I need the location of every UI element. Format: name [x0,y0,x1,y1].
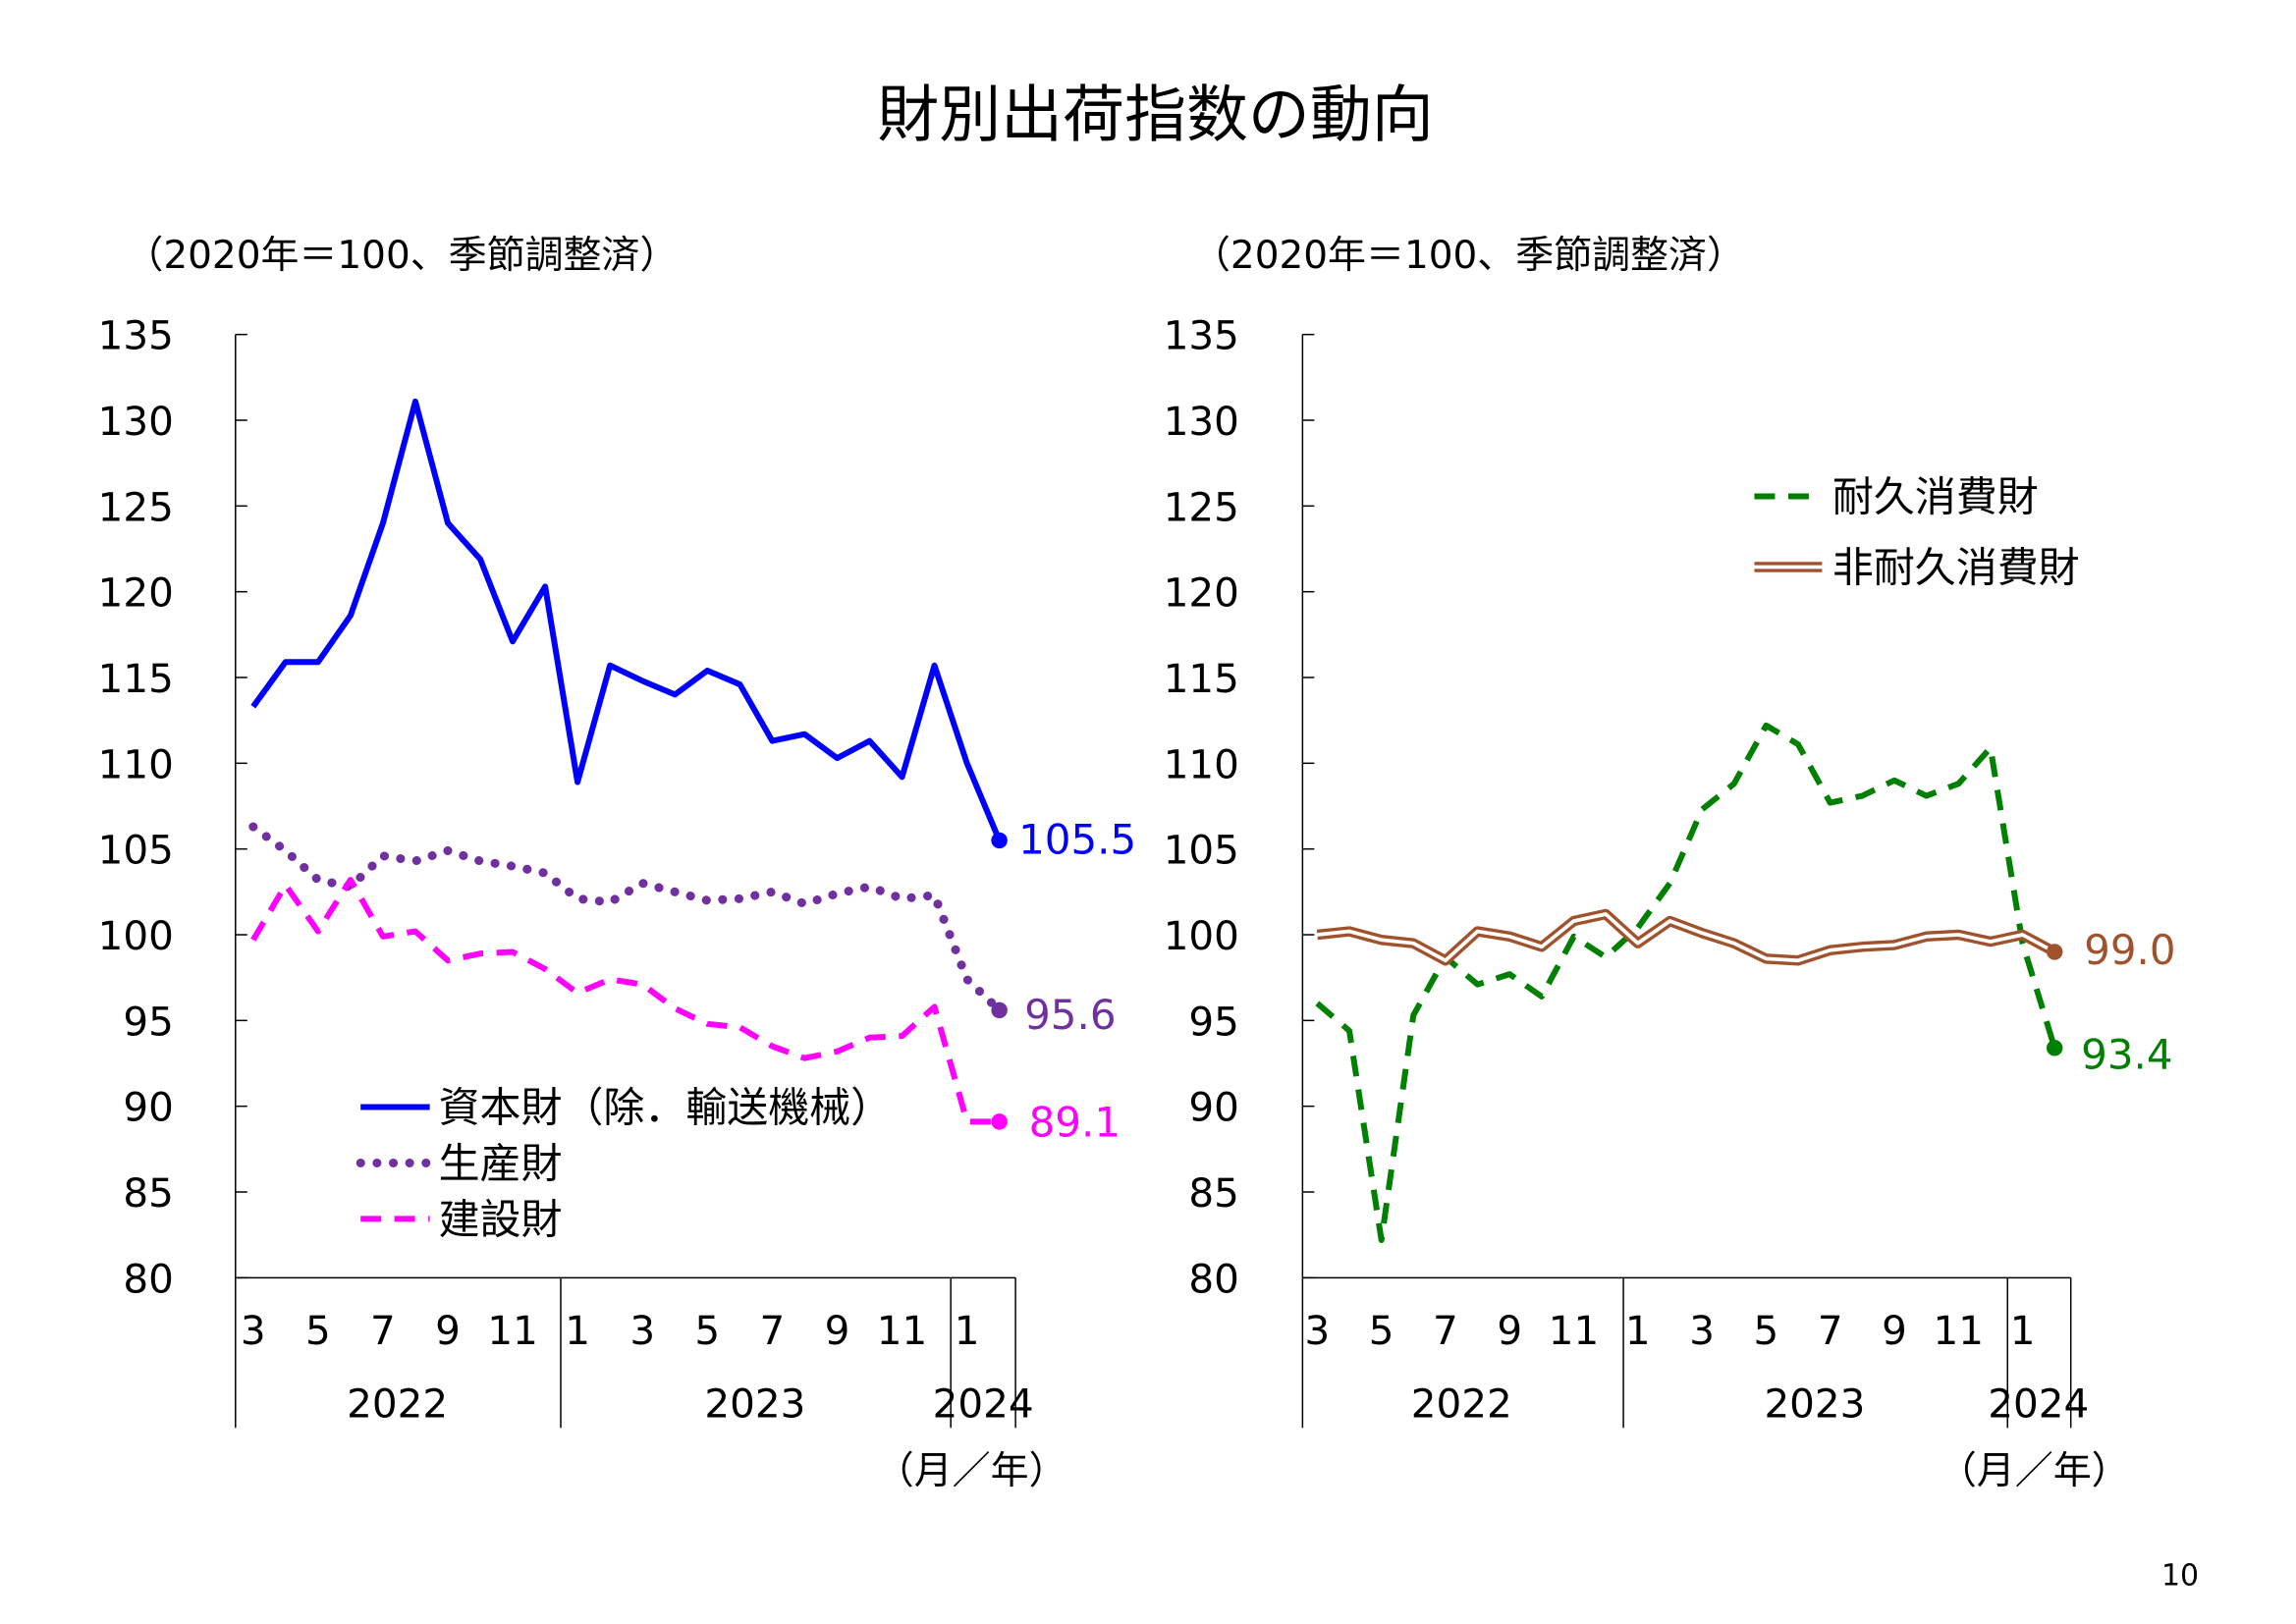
series-0-line [1315,722,2058,1243]
series-0-end-label: 93.4 [2081,1031,2172,1079]
y-tick-label: 105 [1164,827,1239,874]
y-tick-label: 135 [1164,312,1239,359]
x-tick-label: 1 [1625,1307,1651,1354]
y-tick-label: 115 [1164,655,1239,702]
legend-label: 非耐久消費財 [1832,543,2080,591]
series-1-line-inner [1317,912,2056,963]
y-tick-label: 100 [98,912,174,959]
series-2-end-label: 89.1 [1029,1098,1121,1146]
page-title: 財別出荷指数の動向 [877,79,1433,150]
series-1-end-label: 99.0 [2084,926,2175,974]
x-axis-unit-label: （月／年） [1939,1449,2130,1493]
y-tick-label: 125 [98,483,174,530]
year-label: 2023 [1764,1380,1865,1428]
legend-label: 資本財（除．輸送機械） [439,1083,892,1131]
x-axis-unit-label: （月／年） [876,1449,1067,1493]
x-tick-label: 3 [1689,1307,1715,1354]
y-tick-label: 85 [1188,1169,1238,1217]
series-1-end-marker [991,1001,1008,1019]
x-tick-label: 1 [955,1307,980,1354]
x-tick-label: 5 [694,1307,720,1354]
y-tick-label: 115 [98,655,174,702]
x-tick-label: 1 [565,1307,590,1354]
year-label: 2024 [1988,1380,2089,1428]
legend-label: 生産財 [439,1139,563,1187]
y-tick-label: 95 [1188,998,1238,1045]
x-tick-label: 11 [487,1307,537,1354]
x-tick-label: 3 [629,1307,655,1354]
y-tick-label: 125 [1164,483,1239,530]
capital-producer-construction-chart: （2020年＝100、季節調整済）80859095100105110115120… [98,234,1137,1493]
y-tick-label: 130 [1164,398,1239,445]
x-tick-label: 9 [1882,1307,1907,1354]
y-tick-label: 110 [1164,740,1239,787]
y-tick-label: 80 [123,1255,173,1302]
series-0-end-marker [2046,1040,2063,1056]
series-2-end-marker [991,1113,1008,1130]
legend-label: 建設財 [439,1195,563,1243]
consumer-goods-chart: （2020年＝100、季節調整済）80859095100105110115120… [1164,234,2176,1493]
x-tick-label: 5 [1754,1307,1779,1354]
y-tick-label: 110 [98,740,174,787]
series-1-end-marker [2046,944,2063,960]
x-tick-label: 3 [241,1307,266,1354]
y-tick-label: 120 [1164,569,1239,617]
y-tick-label: 80 [1188,1255,1238,1302]
y-tick-label: 130 [98,398,174,445]
year-label: 2022 [1411,1380,1512,1428]
y-tick-label: 85 [123,1169,173,1217]
x-tick-label: 9 [825,1307,850,1354]
x-tick-label: 3 [1304,1307,1330,1354]
x-tick-label: 11 [1934,1307,1984,1354]
x-tick-label: 11 [1549,1307,1599,1354]
y-tick-label: 105 [98,827,174,874]
x-tick-label: 11 [877,1307,927,1354]
series-1-end-label: 95.6 [1024,991,1116,1039]
y-tick-label: 95 [123,998,173,1045]
year-label: 2024 [933,1380,1034,1428]
series-2-line [250,877,1000,1125]
x-tick-label: 9 [435,1307,461,1354]
series-0-end-label: 105.5 [1018,816,1136,864]
x-tick-label: 7 [1433,1307,1458,1354]
series-0-end-marker [991,832,1008,849]
x-tick-label: 7 [759,1307,785,1354]
x-tick-label: 7 [1818,1307,1843,1354]
series-0-line [250,398,1003,842]
x-tick-label: 5 [1369,1307,1394,1354]
series-1-line [248,822,1005,1015]
y-tick-label: 120 [98,569,174,617]
y-tick-label: 90 [123,1084,173,1131]
page-number: 10 [2161,1559,2199,1594]
x-tick-label: 9 [1497,1307,1522,1354]
chart-subtitle: （2020年＝100、季節調整済） [1192,234,1745,278]
y-tick-label: 135 [98,312,174,359]
year-label: 2022 [347,1380,448,1428]
x-tick-label: 7 [370,1307,396,1354]
year-label: 2023 [704,1380,805,1428]
chart-subtitle: （2020年＝100、季節調整済） [125,234,678,278]
legend-label: 耐久消費財 [1832,473,2039,521]
x-tick-label: 5 [305,1307,331,1354]
y-tick-label: 90 [1188,1084,1238,1131]
y-tick-label: 100 [1164,912,1239,959]
x-tick-label: 1 [2010,1307,2036,1354]
